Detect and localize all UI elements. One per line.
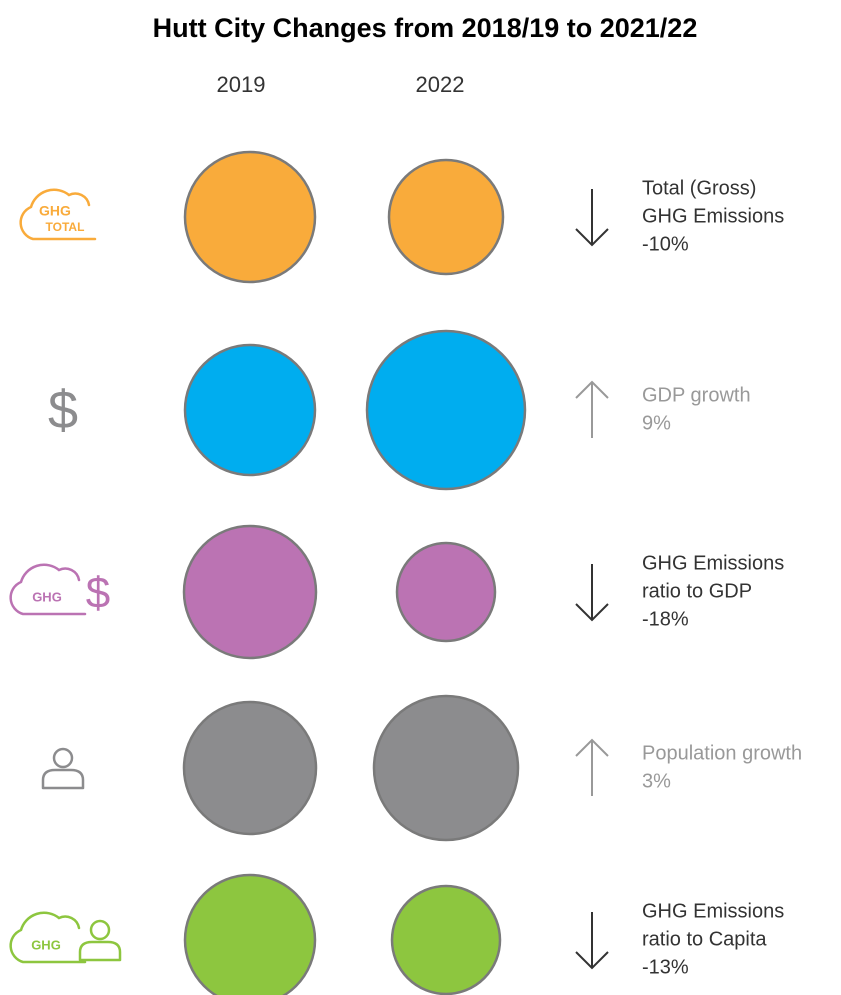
icon-text: TOTAL: [46, 220, 85, 234]
row-change: -13%: [642, 956, 689, 978]
person-icon: [89, 919, 111, 941]
icon-text: $: [86, 569, 110, 618]
arrow-head: [575, 951, 609, 970]
arrow-head: [575, 603, 609, 622]
row-label: GHG Emissions: [642, 900, 784, 922]
row-change: 3%: [642, 770, 671, 792]
row-change: -18%: [642, 608, 689, 630]
row-label: GDP growth: [642, 384, 751, 406]
circle-2022: [387, 158, 505, 276]
circle-2019: [183, 343, 317, 477]
row-change: -10%: [642, 233, 689, 255]
column-header: 2022: [416, 72, 465, 97]
column-header: 2019: [217, 72, 266, 97]
row-label: ratio to GDP: [642, 580, 752, 602]
circle-2022: [390, 884, 502, 995]
icon-text: $: [48, 380, 78, 440]
row-label: Total (Gross): [642, 177, 756, 199]
circle-2019: [182, 524, 318, 660]
arrow-head: [575, 380, 609, 399]
circle-2022: [395, 541, 497, 643]
circle-2019: [182, 700, 318, 836]
arrow-head: [575, 228, 609, 247]
row-label: GHG Emissions: [642, 205, 784, 227]
circle-2019: [183, 873, 317, 995]
row-label: GHG Emissions: [642, 552, 784, 574]
row-label: ratio to Capita: [642, 928, 767, 950]
icon-text: GHG: [31, 937, 61, 952]
icon-text: GHG: [32, 589, 62, 604]
row-change: 9%: [642, 412, 671, 434]
cloud-icon: [9, 911, 87, 964]
arrow-head: [575, 738, 609, 757]
title: Hutt City Changes from 2018/19 to 2021/2…: [153, 13, 698, 43]
cloud-icon: [9, 563, 87, 616]
person-icon: [78, 940, 122, 962]
circle-2019: [183, 150, 317, 284]
person-icon: [41, 768, 85, 790]
person-icon: [52, 747, 74, 769]
circle-2022: [365, 329, 527, 491]
row-label: Population growth: [642, 742, 802, 764]
cloud-icon: [19, 188, 97, 241]
icon-text: GHG: [39, 203, 71, 219]
circle-2022: [372, 694, 520, 842]
